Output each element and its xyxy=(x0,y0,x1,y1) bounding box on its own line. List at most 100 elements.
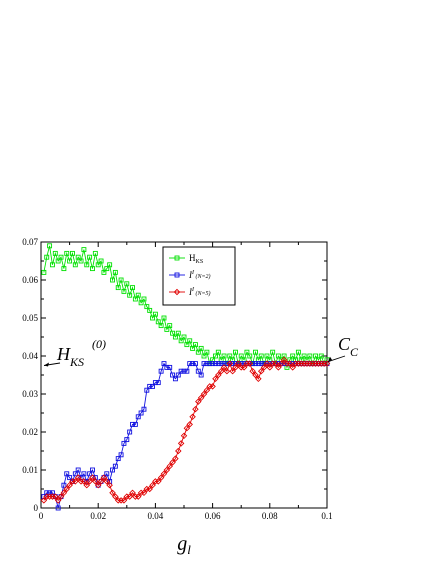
data-point xyxy=(141,406,147,412)
data-point xyxy=(250,361,256,367)
data-point xyxy=(83,481,90,489)
data-point xyxy=(101,269,107,275)
legend-label: II (N=5) xyxy=(188,287,211,297)
data-point xyxy=(204,361,210,367)
data-point xyxy=(92,250,98,256)
data-point xyxy=(263,360,271,367)
data-point xyxy=(180,432,188,440)
data-point xyxy=(155,478,162,485)
y-tick-label: 0.03 xyxy=(22,389,38,399)
data-point xyxy=(75,254,81,260)
data-point xyxy=(138,410,144,416)
data-point xyxy=(213,361,218,367)
legend-label: II (N=2) xyxy=(188,270,211,280)
data-point xyxy=(241,361,247,367)
data-point xyxy=(232,364,239,371)
data-point xyxy=(178,368,184,374)
data-point xyxy=(132,296,138,302)
data-point xyxy=(144,387,150,393)
data-point xyxy=(86,478,93,485)
data-point xyxy=(172,455,179,462)
data-point xyxy=(175,372,181,378)
data-point xyxy=(118,277,124,283)
data-point xyxy=(192,405,199,413)
annotations: HKS (0) CC xyxy=(43,334,359,369)
x-tick-label: 0.04 xyxy=(148,511,164,521)
data-point xyxy=(172,334,178,340)
data-point xyxy=(280,356,288,364)
data-point xyxy=(203,386,211,394)
data-point xyxy=(92,475,98,481)
data-point xyxy=(58,254,64,260)
data-point xyxy=(166,462,173,470)
data-point xyxy=(175,447,182,455)
data-point xyxy=(155,319,161,325)
data-point xyxy=(190,345,196,351)
data-point xyxy=(255,361,261,367)
data-point xyxy=(301,353,307,359)
data-point xyxy=(149,481,156,489)
data-point xyxy=(195,368,201,374)
data-point xyxy=(72,262,78,268)
data-point xyxy=(195,349,201,355)
data-point xyxy=(240,364,248,371)
data-point xyxy=(129,489,136,497)
legend: HKS II (N=2) II (N=5) xyxy=(162,246,236,306)
series-2 xyxy=(40,356,331,504)
data-point xyxy=(152,380,158,386)
data-point xyxy=(195,398,202,405)
data-point xyxy=(107,478,113,484)
data-point xyxy=(127,429,133,435)
data-point xyxy=(197,394,205,402)
data-point xyxy=(267,361,273,367)
data-point xyxy=(124,281,130,287)
data-point xyxy=(120,497,128,504)
y-tick-label: 0.05 xyxy=(22,313,38,323)
data-point xyxy=(72,471,78,477)
data-point xyxy=(204,349,210,355)
data-point xyxy=(212,375,219,383)
data-point xyxy=(227,353,233,359)
data-point xyxy=(161,361,167,367)
data-point xyxy=(167,323,173,329)
data-point xyxy=(307,353,313,359)
data-point xyxy=(106,481,113,489)
data-point xyxy=(244,349,250,355)
data-point xyxy=(147,383,153,389)
data-point xyxy=(178,338,184,344)
legend-marker xyxy=(174,255,180,261)
axes: 0 0.02 0.04 0.06 0.08 0.1 0 0.01 0.02 0.03 0.04 0.0… xyxy=(22,237,332,557)
data-point xyxy=(132,421,138,427)
series-layer xyxy=(40,243,331,511)
data-point xyxy=(44,490,50,496)
data-point xyxy=(275,364,282,371)
data-point xyxy=(172,376,178,382)
data-point xyxy=(258,361,264,367)
data-point xyxy=(215,349,221,355)
legend-label: HKS xyxy=(189,253,203,265)
data-point xyxy=(247,353,253,359)
y-tick-label: 0.01 xyxy=(22,465,38,475)
data-point xyxy=(183,424,191,432)
data-point xyxy=(238,353,244,359)
data-point xyxy=(112,269,118,275)
data-point xyxy=(281,353,287,359)
data-point xyxy=(175,330,181,336)
data-point xyxy=(141,296,147,302)
data-point xyxy=(163,466,171,474)
data-point xyxy=(229,367,236,375)
data-point xyxy=(97,478,105,485)
data-point xyxy=(155,380,161,386)
data-point xyxy=(253,349,258,355)
data-point xyxy=(261,361,267,367)
data-point xyxy=(207,361,213,367)
data-point xyxy=(81,247,87,253)
data-point xyxy=(198,345,204,351)
data-point xyxy=(224,361,230,367)
data-point xyxy=(63,485,70,493)
data-point xyxy=(66,481,73,489)
data-point xyxy=(103,478,111,485)
data-point xyxy=(70,250,75,256)
data-point xyxy=(152,311,158,317)
